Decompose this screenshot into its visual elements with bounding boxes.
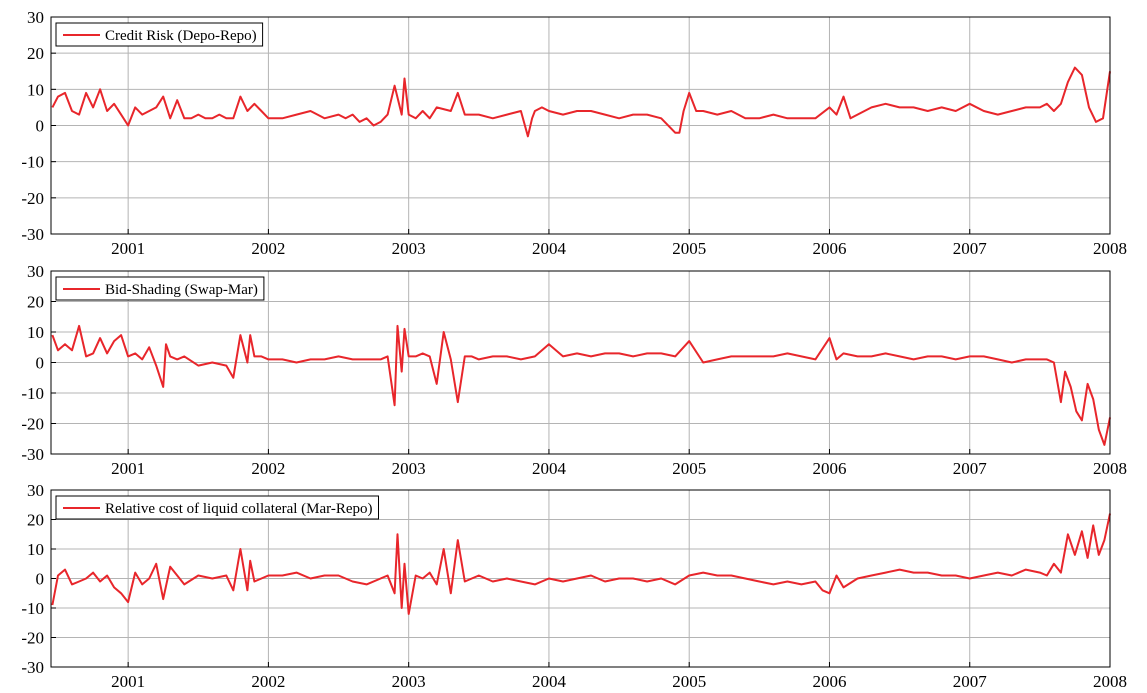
legend-box [55,22,264,47]
legend: Credit Risk (Depo-Repo) [55,22,264,47]
x-tick-label: 2006 [812,239,846,258]
series-line [51,66,1111,138]
x-tick-label: 2006 [812,672,846,691]
x-tick-label: 2007 [953,672,988,691]
x-tick-label: 2007 [953,459,988,478]
panel-credit-risk: 30 20 10 0 -10 -20 -30 2001 2002 2003 2004 2005 2006… [21,8,1127,258]
y-tick-label: -10 [21,384,44,403]
x-tick-label: 2005 [672,672,706,691]
x-tick-label: 2004 [532,672,567,691]
y-tick-label: 10 [27,323,44,342]
y-tick-label: 30 [27,481,44,500]
y-tick-label: -20 [21,415,44,434]
legend: Bid-Shading (Swap-Mar) [55,276,265,301]
x-tick-label: 2003 [392,239,426,258]
x-tick-label: 2002 [251,672,285,691]
y-tick-label: -10 [21,153,44,172]
y-tick-label: -20 [21,629,44,648]
x-tick-label: 2005 [672,239,706,258]
legend-label: Relative cost of liquid collateral (Mar-… [105,501,373,517]
x-tick-label: 2008 [1093,672,1127,691]
series-line [51,513,1111,615]
y-tick-label: 0 [36,354,45,373]
y-tick-label: 30 [27,262,44,281]
x-tick-label: 2003 [392,459,426,478]
x-tick-label: 2004 [532,239,567,258]
x-tick-label: 2005 [672,459,706,478]
x-tick-label: 2001 [111,239,145,258]
y-tick-label: -10 [21,599,44,618]
legend: Relative cost of liquid collateral (Mar-… [55,495,379,520]
y-tick-label: 0 [36,117,45,136]
y-tick-label: -30 [21,225,44,244]
x-tick-label: 2007 [953,239,988,258]
x-tick-label: 2006 [812,459,846,478]
panel-relative-cost-liquid-collateral: 30 20 10 0 -10 -20 -30 2001 2002 2003 2004 2005 2006… [21,481,1127,691]
y-tick-label: -30 [21,658,44,677]
legend-label: Bid-Shading (Swap-Mar) [105,282,258,298]
y-tick-label: 0 [36,570,45,589]
y-tick-label: 10 [27,80,44,99]
y-tick-label: -30 [21,445,44,464]
x-tick-label: 2003 [392,672,426,691]
y-tick-label: 20 [27,511,44,530]
y-tick-label: -20 [21,189,44,208]
x-tick-label: 2001 [111,459,145,478]
x-tick-label: 2004 [532,459,567,478]
legend-box [55,495,379,520]
y-tick-label: 30 [27,8,44,27]
y-tick-label: 10 [27,540,44,559]
x-tick-label: 2008 [1093,239,1127,258]
y-tick-label: 20 [27,44,44,63]
x-tick-label: 2002 [251,459,285,478]
x-tick-label: 2002 [251,239,285,258]
legend-label: Credit Risk (Depo-Repo) [105,28,257,44]
x-tick-label: 2008 [1093,459,1127,478]
y-tick-label: 20 [27,293,44,312]
legend-box [55,276,265,301]
panel-bid-shading: 30 20 10 0 -10 -20 -30 2001 2002 2003 2004 2005 2006… [21,262,1127,478]
x-tick-label: 2001 [111,672,145,691]
series-line [51,324,1111,446]
